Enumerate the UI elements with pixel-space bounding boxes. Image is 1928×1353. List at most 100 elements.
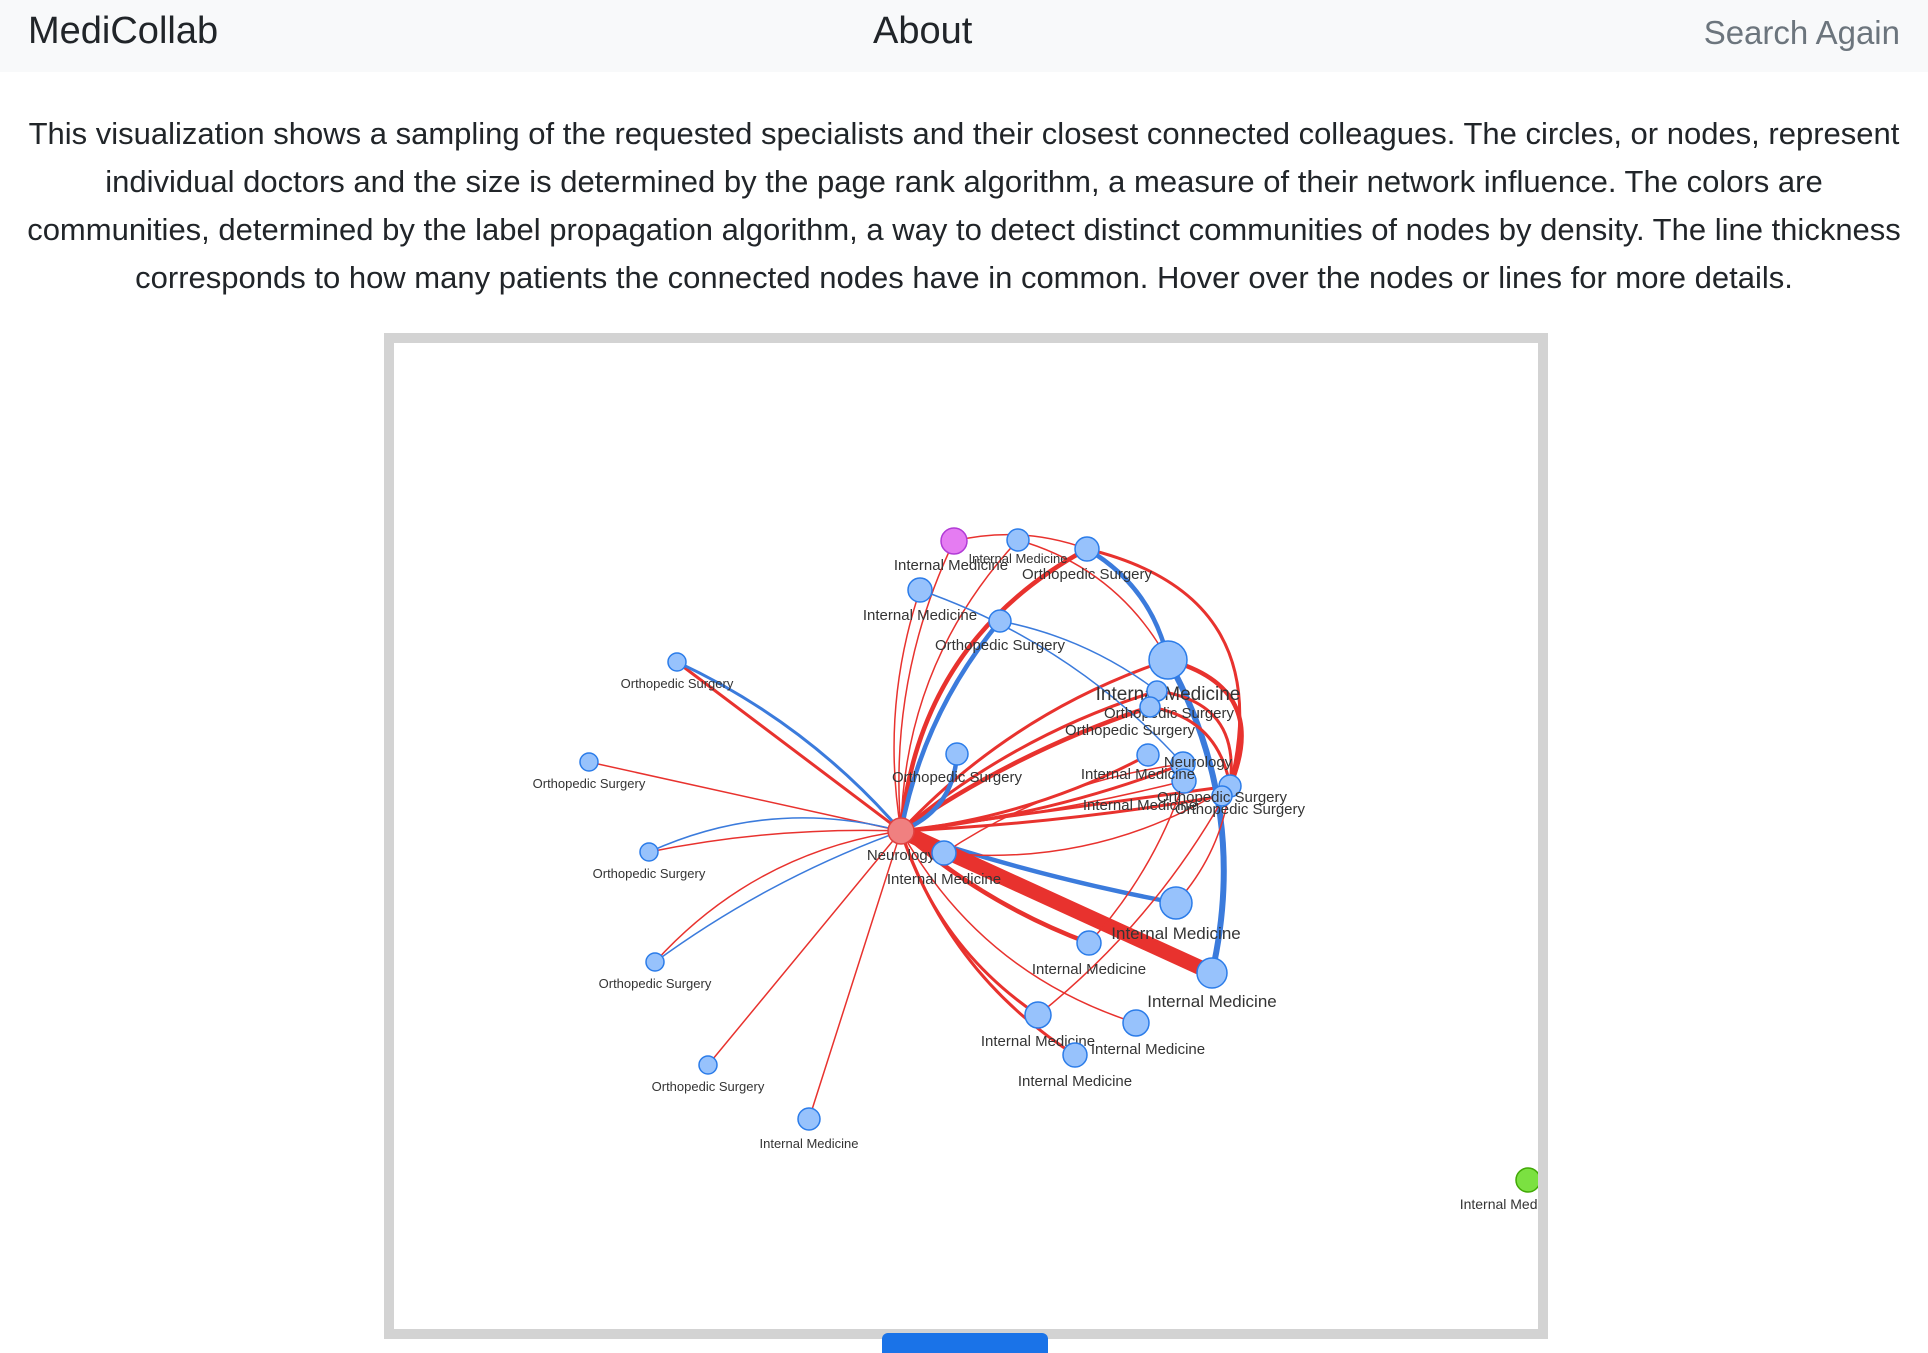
node-circle[interactable] <box>1136 743 1160 767</box>
graph-node[interactable]: Neurology <box>867 817 936 864</box>
graph-edge[interactable] <box>899 753 1150 833</box>
node-circle[interactable] <box>1159 886 1193 920</box>
graph-node[interactable]: Internal Medicine <box>969 528 1068 566</box>
graph-node[interactable]: Internal Medicine <box>1018 1042 1132 1090</box>
node-circle[interactable] <box>907 577 933 603</box>
graph-node[interactable]: Orthopedic Surgery <box>1065 696 1196 739</box>
node-label: Internal Medicine <box>1460 1196 1538 1212</box>
node-label: Internal Medicine <box>1096 684 1241 705</box>
graph-edge[interactable] <box>1037 785 1231 1016</box>
graph-edge[interactable] <box>675 660 903 833</box>
graph-edge[interactable] <box>899 794 1224 833</box>
graph-node[interactable]: Internal Medicine <box>1091 1009 1205 1058</box>
graph-node[interactable]: Internal Medicine <box>863 577 977 624</box>
graph-node[interactable]: Internal Medicine <box>1096 640 1241 705</box>
node-label: Orthopedic Surgery <box>892 769 1023 786</box>
graph-edge[interactable] <box>999 620 1158 692</box>
node-label: Internal Medicine <box>1018 1073 1132 1090</box>
graph-node[interactable]: Internal Medicine <box>887 840 1001 888</box>
graph-edge[interactable] <box>1155 689 1233 788</box>
graph-edge[interactable] <box>943 763 1184 854</box>
node-circle[interactable] <box>639 842 659 862</box>
node-circle[interactable] <box>1076 930 1102 956</box>
graph-edge[interactable] <box>707 830 902 1066</box>
node-circle[interactable] <box>579 752 599 772</box>
node-circle[interactable] <box>698 1055 718 1075</box>
graph-node[interactable]: Orthopedic Surgery <box>621 652 734 691</box>
graph-edge[interactable] <box>898 540 955 832</box>
node-circle[interactable] <box>988 609 1012 633</box>
graph-node[interactable]: Orthopedic Surgery <box>892 742 1023 786</box>
graph-edge[interactable] <box>898 546 1090 834</box>
bottom-action-button[interactable] <box>882 1333 1048 1353</box>
graph-node[interactable]: Internal Medicine <box>1081 743 1195 783</box>
graph-node[interactable]: Orthopedic Surgery <box>593 842 706 881</box>
node-label: Internal Medicine <box>1091 1041 1205 1058</box>
graph-node[interactable]: Internal Medicine <box>1083 768 1197 814</box>
graph-node[interactable]: Internal Medicine <box>1111 886 1241 943</box>
node-circle[interactable] <box>1139 696 1161 718</box>
graph-edge[interactable] <box>899 658 1170 833</box>
node-circle[interactable] <box>1074 536 1100 562</box>
node-label: Internal Medicine <box>1083 797 1197 814</box>
graph-edge[interactable] <box>648 829 902 853</box>
node-label: Orthopedic Surgery <box>1175 801 1306 818</box>
node-label: Orthopedic Surgery <box>1104 705 1235 722</box>
node-circle[interactable] <box>797 1107 821 1131</box>
graph-node[interactable]: Internal Medicine <box>1460 1167 1538 1212</box>
node-label: Neurology <box>867 847 936 864</box>
graph-edge[interactable] <box>1085 547 1242 788</box>
graph-node[interactable]: Orthopedic Surgery <box>1104 680 1235 722</box>
node-label: Internal Medicine <box>760 1136 859 1151</box>
graph-node[interactable]: Orthopedic Surgery <box>599 952 712 991</box>
node-circle[interactable] <box>945 742 969 766</box>
graph-edge[interactable] <box>900 539 1019 832</box>
node-circle[interactable] <box>1211 785 1233 807</box>
graph-node[interactable]: Orthopedic Surgery <box>652 1055 765 1094</box>
graph-edge[interactable] <box>675 660 903 833</box>
graph-edge[interactable] <box>1088 780 1185 944</box>
graph-edge[interactable] <box>919 589 1184 765</box>
node-label: Internal Medicine <box>887 871 1001 888</box>
graph-node[interactable]: Neurology <box>1164 751 1233 777</box>
graph-edge[interactable] <box>943 785 1231 857</box>
graph-edge[interactable] <box>1165 657 1244 789</box>
node-circle[interactable] <box>1196 957 1228 989</box>
brand-link[interactable]: MediCollab <box>28 10 219 52</box>
node-circle[interactable] <box>1515 1167 1538 1193</box>
search-again-link[interactable]: Search Again <box>1703 14 1900 51</box>
graph-node[interactable]: Internal Medicine <box>760 1107 859 1151</box>
graph-edge[interactable] <box>648 817 902 853</box>
graph-node[interactable]: Orthopedic Surgery <box>533 752 646 791</box>
graph-edge[interactable] <box>898 618 1003 834</box>
node-label: Orthopedic Surgery <box>621 676 734 691</box>
graph-node[interactable]: Internal Medicine <box>894 527 1008 574</box>
node-circle[interactable] <box>887 817 915 845</box>
node-circle[interactable] <box>1148 640 1188 680</box>
graph-node[interactable]: Orthopedic Surgery <box>935 609 1066 654</box>
node-circle[interactable] <box>1122 1009 1150 1037</box>
graph-edge[interactable] <box>893 589 921 832</box>
node-label: Orthopedic Surgery <box>599 976 712 991</box>
node-circle[interactable] <box>1006 528 1030 552</box>
graph-edge[interactable] <box>1017 539 1169 661</box>
graph-edge[interactable] <box>899 829 1077 1057</box>
node-circle[interactable] <box>1171 768 1197 794</box>
graph-edge[interactable] <box>1148 705 1232 788</box>
node-circle[interactable] <box>1024 1001 1052 1029</box>
node-circle[interactable] <box>667 652 687 672</box>
node-circle[interactable] <box>1062 1042 1088 1068</box>
graph-node[interactable]: Internal Medicine <box>1032 930 1146 978</box>
graph-edge[interactable] <box>900 830 1137 1024</box>
graph-edge[interactable] <box>654 830 902 963</box>
node-circle[interactable] <box>940 527 968 555</box>
node-circle[interactable] <box>931 840 957 866</box>
graph-node[interactable]: Orthopedic Surgery <box>1022 536 1153 583</box>
graph-edge[interactable] <box>808 830 902 1120</box>
node-circle[interactable] <box>645 952 665 972</box>
graph-node[interactable]: Internal Medicine <box>1147 957 1277 1011</box>
nav-about-link[interactable]: About <box>873 10 973 52</box>
graph-node[interactable]: Orthopedic Surgery <box>1157 785 1288 807</box>
graph-edge[interactable] <box>654 830 902 963</box>
